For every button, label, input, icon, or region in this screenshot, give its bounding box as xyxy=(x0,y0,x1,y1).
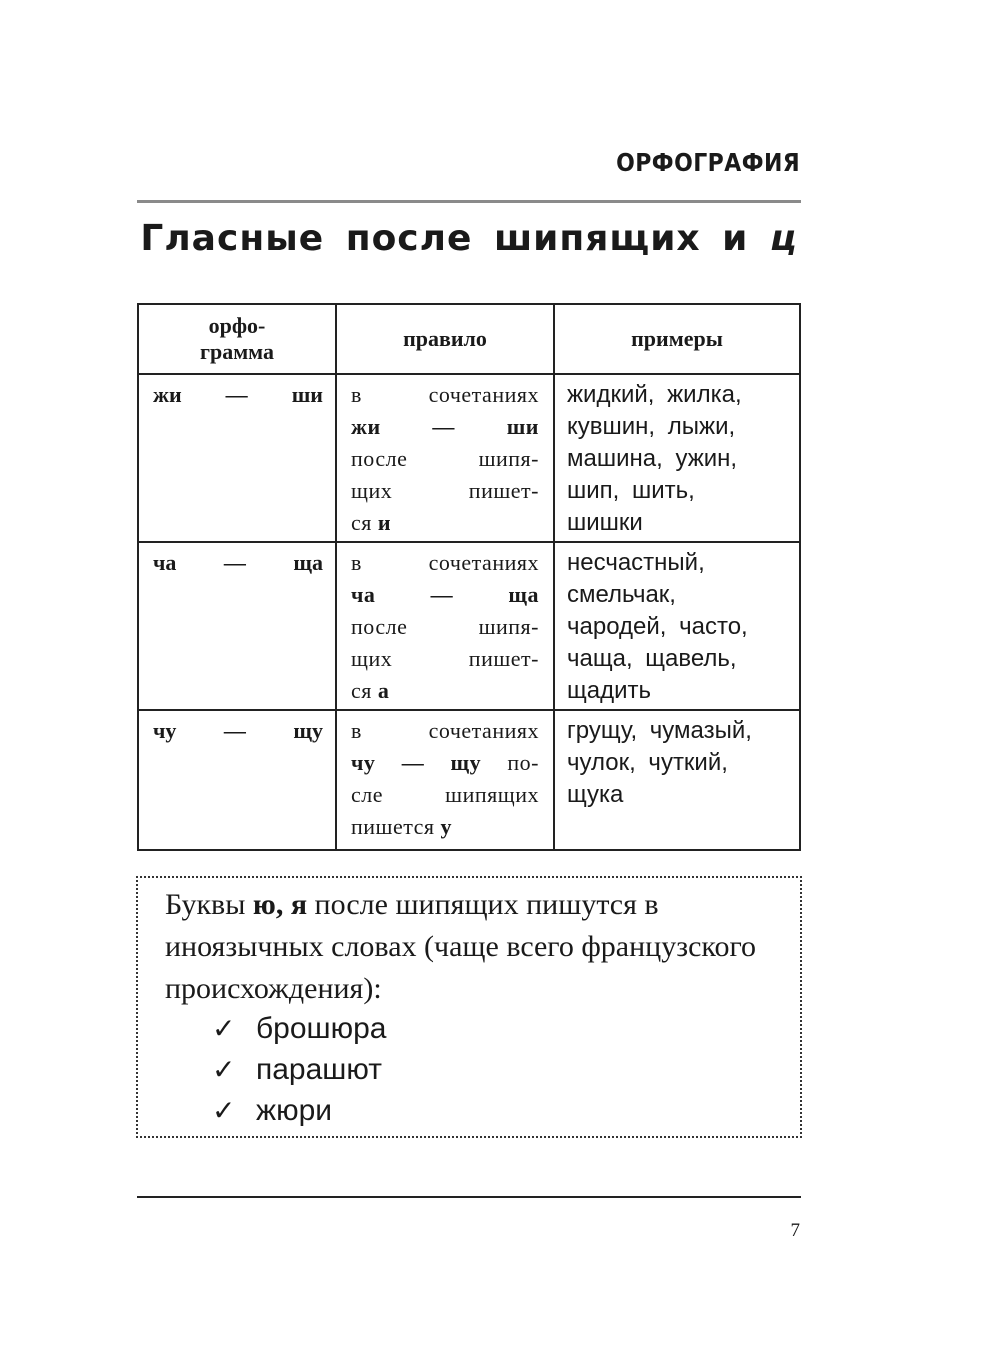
rule-text-segment: в сочетаниях xyxy=(351,718,539,743)
orthogram-cell: чу — щу xyxy=(137,709,337,851)
rule-line: щих пишет- xyxy=(351,475,539,507)
header-orthogram: орфо-грамма xyxy=(137,303,337,375)
list-item-text: жюри xyxy=(256,1094,333,1127)
rule-bold-text: ча — ща xyxy=(351,582,539,607)
rule-text: в сочетаниях чу — щу по-сле шипящих пишетс… xyxy=(337,711,553,845)
checkmark-icon: ✓ xyxy=(212,1094,236,1127)
rule-text: в сочетаниях жи — ши после шипя-щих пишет-… xyxy=(337,375,553,541)
title-text: Гласные после шипящих и xyxy=(140,218,770,259)
section-header: ОРФОГРАФИЯ xyxy=(615,148,800,177)
table-header-row: орфо-грамма правило примеры xyxy=(137,303,801,375)
rule-text-segment: по- xyxy=(481,750,539,775)
footer-divider xyxy=(137,1196,801,1198)
rule-line: в сочетаниях xyxy=(351,379,539,411)
rule-text-segment: щих пишет- xyxy=(351,646,539,671)
rule-line: чу — щу по- xyxy=(351,747,539,779)
example-line: шип, шить, xyxy=(567,477,695,504)
rule-bold-text: чу — щу xyxy=(351,750,482,775)
rule-cell: в сочетаниях ча — ща после шипя-щих пишет-… xyxy=(335,541,555,711)
rule-bold-text: и xyxy=(377,510,392,535)
rule-line: ча — ща xyxy=(351,579,539,611)
rule-text-segment: после шипя- xyxy=(351,614,539,639)
rule-line: сле шипящих xyxy=(351,779,539,811)
example-line: шишки xyxy=(567,509,643,536)
list-item: ✓ парашют xyxy=(212,1049,387,1090)
rule-text-segment: щих пишет- xyxy=(351,478,539,503)
title-letter: ц xyxy=(769,218,798,259)
examples-cell: жидкий, жилка, кувшин, лыжи, машина, ужин,… xyxy=(553,373,801,543)
rule-cell: в сочетаниях чу — щу по-сле шипящих пишетс… xyxy=(335,709,555,851)
rule-line: в сочетаниях xyxy=(351,715,539,747)
header-orthogram-line2: грамма xyxy=(199,339,275,364)
header-examples: примеры xyxy=(553,303,801,375)
list-item-text: парашют xyxy=(256,1053,382,1086)
table-row: жи — ши в сочетаниях жи — ши после шипя-щих… xyxy=(137,373,801,543)
note-text-start: Буквы xyxy=(165,888,253,921)
rule-text-segment: ся xyxy=(351,510,378,535)
rule-bold-text: у xyxy=(440,814,453,839)
examples-cell: грущу, чумазый, чулок, чуткий, щука xyxy=(553,709,801,851)
spelling-table: орфо-грамма правило примеры жи — ши в соч… xyxy=(137,303,801,851)
example-line: чародей, часто, xyxy=(567,613,748,640)
rule-line: пишется у xyxy=(351,811,539,843)
example-line: жидкий, жилка, xyxy=(567,381,742,408)
example-list: ✓ брошюра ✓ парашют ✓ жюри xyxy=(212,1008,387,1131)
page-number: 7 xyxy=(790,1220,801,1241)
example-line: кувшин, лыжи, xyxy=(567,413,736,440)
example-line: машина, ужин, xyxy=(567,445,738,472)
list-item: ✓ жюри xyxy=(212,1090,387,1131)
example-line: щука xyxy=(567,781,624,808)
example-line: чаща, щавель, xyxy=(567,645,737,672)
rule-text-segment: в сочетаниях xyxy=(351,382,539,407)
examples-cell: несчастный, смельчак, чародей, часто, чаща,… xyxy=(553,541,801,711)
example-line: грущу, чумазый, xyxy=(567,717,752,744)
rule-cell: в сочетаниях жи — ши после шипя-щих пишет-… xyxy=(335,373,555,543)
orthogram-cell: жи — ши xyxy=(137,373,337,543)
example-line: щадить xyxy=(567,677,651,704)
rule-line: щих пишет- xyxy=(351,643,539,675)
note-text-end: после шипящих пишутся в иноязычных слова… xyxy=(165,888,757,1005)
rule-text-segment: после шипя- xyxy=(351,446,539,471)
page-title: Гласные после шипящих и ц xyxy=(137,218,801,259)
rule-line: жи — ши xyxy=(351,411,539,443)
note-letters: ю, я xyxy=(252,888,308,921)
rule-bold-text: а xyxy=(377,678,390,703)
header-rule: правило xyxy=(335,303,555,375)
rule-text-segment: сле шипящих xyxy=(351,782,539,807)
table-row: ча — ща в сочетаниях ча — ща после шипя-щих… xyxy=(137,541,801,711)
checkmark-icon: ✓ xyxy=(212,1012,236,1045)
rule-line: после шипя- xyxy=(351,611,539,643)
note-box: Буквы ю, я после шипящих пишутся в инояз… xyxy=(136,876,802,1138)
example-line: смельчак, xyxy=(567,581,676,608)
rule-line: после шипя- xyxy=(351,443,539,475)
table-row: чу — щу в сочетаниях чу — щу по-сле шипящи… xyxy=(137,709,801,851)
example-line: чулок, чуткий, xyxy=(567,749,728,776)
header-orthogram-line1: орфо- xyxy=(208,313,266,338)
table-body: жи — ши в сочетаниях жи — ши после шипя-щих… xyxy=(137,373,801,851)
rule-text-segment: пишется xyxy=(351,814,441,839)
note-text: Буквы ю, я после шипящих пишутся в инояз… xyxy=(165,884,785,1010)
rule-line: ся а xyxy=(351,675,539,707)
rule-bold-text: жи — ши xyxy=(351,414,539,439)
rule-text-segment: ся xyxy=(351,678,378,703)
header-divider xyxy=(137,200,801,203)
checkmark-icon: ✓ xyxy=(212,1053,236,1086)
rule-line: ся и xyxy=(351,507,539,539)
orthogram-cell: ча — ща xyxy=(137,541,337,711)
rule-line: в сочетаниях xyxy=(351,547,539,579)
example-line: несчастный, xyxy=(567,549,705,576)
rule-text: в сочетаниях ча — ща после шипя-щих пишет-… xyxy=(337,543,553,709)
list-item-text: брошюра xyxy=(256,1012,387,1045)
rule-text-segment: в сочетаниях xyxy=(351,550,539,575)
list-item: ✓ брошюра xyxy=(212,1008,387,1049)
